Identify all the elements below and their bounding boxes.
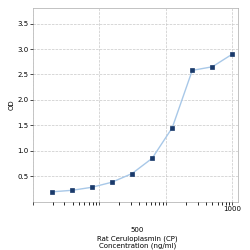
Text: Rat Ceruloplasmin (CP): Rat Ceruloplasmin (CP) [97, 235, 178, 242]
Text: Concentration (ng/ml): Concentration (ng/ml) [99, 242, 176, 249]
Y-axis label: OD: OD [8, 100, 14, 110]
Text: 500: 500 [131, 228, 144, 234]
